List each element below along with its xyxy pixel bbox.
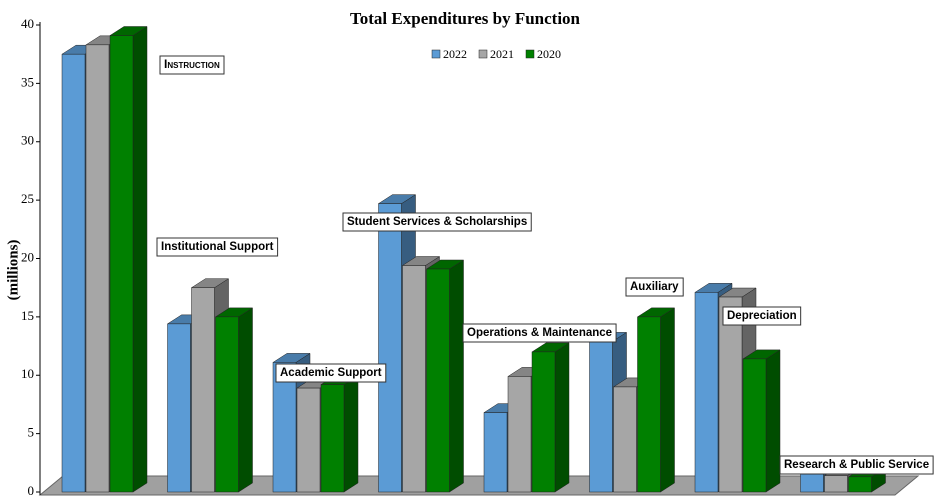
category-text: Academic Support	[280, 367, 382, 379]
bar	[589, 341, 613, 493]
label-box	[159, 55, 225, 75]
y-tick-label: 5	[28, 425, 35, 440]
bar	[742, 358, 767, 493]
label-box	[779, 455, 934, 475]
y-tick-label: 30	[21, 133, 34, 148]
chart-title: Total Expenditures by Function	[350, 9, 581, 28]
bar	[109, 35, 134, 493]
bar	[191, 287, 215, 493]
bar-side	[554, 342, 570, 493]
legend-label: 2021	[490, 47, 514, 61]
legend-swatch	[478, 49, 488, 59]
bar	[296, 387, 321, 493]
bar	[402, 265, 426, 493]
bar	[61, 53, 86, 493]
bar-side	[343, 375, 359, 493]
y-axis-label: (millions)	[5, 240, 21, 301]
bar	[824, 475, 848, 493]
y-tick-label: 40	[21, 16, 34, 31]
category-text: Student Services & Scholarships	[347, 216, 527, 228]
bar	[85, 44, 110, 493]
label-box	[275, 363, 387, 383]
legend-label: 2020	[537, 47, 561, 61]
bar	[167, 323, 191, 493]
category-text: Instruction	[164, 57, 220, 71]
bar	[718, 296, 743, 493]
label-box	[625, 277, 684, 297]
category-label: Student Services & Scholarships	[342, 212, 532, 232]
category-label: Auxiliary	[625, 277, 684, 297]
bar-side	[238, 307, 253, 493]
label-box	[462, 323, 617, 343]
y-tick-label: 0	[28, 483, 35, 498]
bar	[320, 384, 345, 493]
legend-swatch	[525, 49, 535, 59]
label-box	[722, 306, 802, 326]
category-label: Research & Public Service	[779, 455, 934, 475]
bar-side	[132, 26, 148, 493]
category-text: Institutional Support	[161, 241, 274, 253]
legend-swatch	[431, 49, 441, 59]
category-label: Academic Support	[275, 363, 387, 383]
bar-side	[449, 259, 464, 493]
bar	[378, 203, 402, 493]
y-tick-label: 25	[21, 191, 34, 206]
category-text: Operations & Maintenance	[467, 327, 612, 339]
bar	[215, 316, 239, 493]
category-label: Depreciation	[722, 306, 802, 326]
category-label: Operations & Maintenance	[462, 323, 617, 343]
category-text: Auxiliary	[630, 281, 679, 293]
category-label: Institutional Support	[156, 237, 279, 257]
bar	[531, 351, 556, 493]
bar-side	[660, 307, 675, 493]
bar	[613, 386, 637, 493]
bar	[694, 292, 719, 493]
bar	[272, 362, 297, 493]
bar	[848, 476, 872, 493]
category-text: Depreciation	[727, 310, 797, 322]
bar	[426, 268, 450, 493]
bar	[507, 376, 532, 493]
y-tick-label: 20	[21, 249, 34, 264]
y-tick-label: 35	[21, 74, 34, 89]
legend-label: 2022	[443, 47, 467, 61]
bar	[483, 412, 508, 493]
bar-side	[765, 349, 781, 493]
category-text: Research & Public Service	[784, 459, 929, 471]
y-tick-label: 15	[21, 308, 34, 323]
category-label: Instruction	[159, 55, 225, 75]
label-box	[342, 212, 532, 232]
label-box	[156, 237, 279, 257]
y-tick-label: 10	[21, 366, 34, 381]
bar	[637, 316, 661, 493]
